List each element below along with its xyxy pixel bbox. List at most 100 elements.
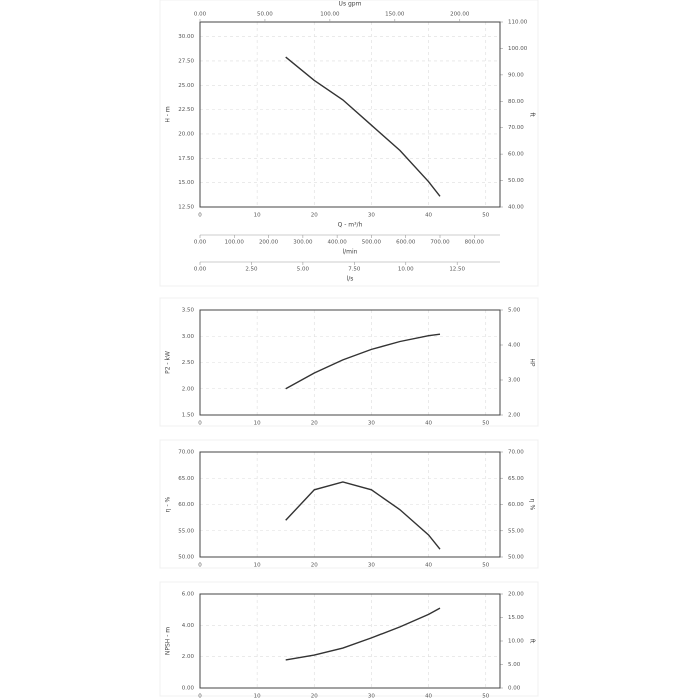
extra-axis-tick-label: 600.00 (396, 240, 416, 246)
x-tick-label: 10 (254, 213, 261, 219)
extra-axis-tick-label: 5.00 (297, 267, 310, 273)
extra-axis-tick-label: 0.00 (194, 267, 207, 273)
x-tick-label: 10 (254, 694, 261, 700)
y2-tick-label: 10.00 (508, 639, 524, 645)
extra-axis-title: Us gpm (339, 1, 362, 8)
y2-tick-label: 80.00 (508, 99, 524, 105)
extra-axis-tick-label: 12.50 (449, 267, 465, 273)
x-tick-label: 0 (198, 694, 202, 700)
x-tick-label: 10 (254, 421, 261, 427)
y-tick-label: 55.00 (178, 528, 194, 534)
y-axis-title: P2 - kW (165, 351, 172, 374)
y-tick-label: 65.00 (178, 476, 194, 482)
y2-tick-label: 60.00 (508, 152, 524, 158)
y2-axis-title: ft (529, 112, 536, 117)
x-tick-label: 30 (368, 563, 375, 569)
y-tick-label: 27.50 (178, 58, 194, 64)
extra-axis-tick-label: 400.00 (328, 240, 348, 246)
curve (285, 333, 441, 390)
panel (159, 0, 539, 287)
x-tick-label: 50 (482, 421, 489, 427)
extra-axis-title: l/s (347, 276, 354, 283)
y-tick-label: 50.00 (178, 555, 194, 561)
panel (159, 297, 539, 427)
x-tick-label: 20 (311, 563, 318, 569)
plot-frame (199, 309, 501, 416)
x-tick-label: 10 (254, 563, 261, 569)
y2-tick-label: 2.00 (508, 413, 521, 419)
y-tick-label: 2.00 (182, 386, 195, 392)
x-tick-label: 20 (311, 694, 318, 700)
y-tick-label: 20.00 (178, 131, 194, 137)
curve (285, 607, 441, 661)
plot-frame (199, 593, 501, 689)
y-tick-label: 3.50 (182, 308, 195, 314)
y-tick-label: 0.00 (182, 686, 195, 692)
curve (285, 56, 441, 197)
x-tick-label: 50 (482, 563, 489, 569)
extra-axis-tick-label: 700.00 (430, 240, 450, 246)
y-tick-label: 2.00 (182, 654, 195, 660)
y2-tick-label: 3.00 (508, 378, 521, 384)
y2-tick-label: 0.00 (508, 686, 521, 692)
extra-axis-tick-label: 100.00 (225, 240, 245, 246)
y-tick-label: 4.00 (182, 623, 195, 629)
extra-axis-tick-label: 150.00 (385, 12, 405, 18)
x-tick-label: 0 (198, 421, 202, 427)
y2-axis-title: ft (529, 639, 536, 644)
x-tick-label: 30 (368, 694, 375, 700)
y-tick-label: 6.00 (182, 592, 195, 598)
extra-axis-tick-label: 7.50 (348, 267, 361, 273)
y2-tick-label: 90.00 (508, 72, 524, 78)
y2-axis-title: HP (529, 358, 536, 367)
y-tick-label: 2.50 (182, 360, 195, 366)
y2-tick-label: 50.00 (508, 555, 524, 561)
y2-tick-label: 70.00 (508, 125, 524, 131)
y2-tick-label: 65.00 (508, 476, 524, 482)
y-axis-title: η - % (165, 496, 172, 512)
extra-axis-tick-label: 50.00 (257, 12, 273, 18)
y-tick-label: 17.50 (178, 156, 194, 162)
x-tick-label: 20 (311, 213, 318, 219)
y-tick-label: 30.00 (178, 34, 194, 40)
y-tick-label: 60.00 (178, 502, 194, 508)
y-tick-label: 3.00 (182, 334, 195, 340)
y-tick-label: 15.00 (178, 180, 194, 186)
y-tick-label: 25.00 (178, 83, 194, 89)
y2-tick-label: 100.00 (508, 46, 528, 52)
y2-tick-label: 20.00 (508, 592, 524, 598)
y2-tick-label: 70.00 (508, 450, 524, 456)
extra-axis-tick-label: 200.00 (259, 240, 279, 246)
x-tick-label: 50 (482, 213, 489, 219)
y-axis-title: H - m (165, 106, 172, 122)
x-tick-label: 40 (425, 213, 432, 219)
extra-axis-tick-label: 500.00 (362, 240, 382, 246)
extra-axis-title: l/min (342, 249, 357, 256)
y-tick-label: 12.50 (178, 205, 194, 211)
y-tick-label: 70.00 (178, 450, 194, 456)
extra-axis-tick-label: 10.00 (398, 267, 414, 273)
plot-frame (199, 21, 501, 208)
extra-axis-tick-label: 2.50 (245, 267, 258, 273)
x-tick-label: 40 (425, 421, 432, 427)
y2-tick-label: 5.00 (508, 662, 521, 668)
y-axis-title: NPSH - m (165, 627, 172, 655)
panel (159, 581, 539, 697)
y2-tick-label: 110.00 (508, 20, 528, 26)
extra-axis-tick-label: 200.00 (450, 12, 470, 18)
y2-axis-title: η % (529, 499, 536, 511)
x-tick-label: 0 (198, 563, 202, 569)
extra-axis-tick-label: 0.00 (194, 12, 207, 18)
y-tick-label: 1.50 (182, 413, 195, 419)
x-tick-label: 30 (368, 213, 375, 219)
x-tick-label: 40 (425, 563, 432, 569)
x-tick-label: 30 (368, 421, 375, 427)
extra-axis-tick-label: 300.00 (293, 240, 313, 246)
curve (285, 481, 441, 550)
x-tick-label: 20 (311, 421, 318, 427)
panel (159, 439, 539, 569)
x-tick-label: 40 (425, 694, 432, 700)
plot-frame (199, 451, 501, 558)
extra-axis-tick-label: 100.00 (320, 12, 340, 18)
extra-axis-tick-label: 0.00 (194, 240, 207, 246)
